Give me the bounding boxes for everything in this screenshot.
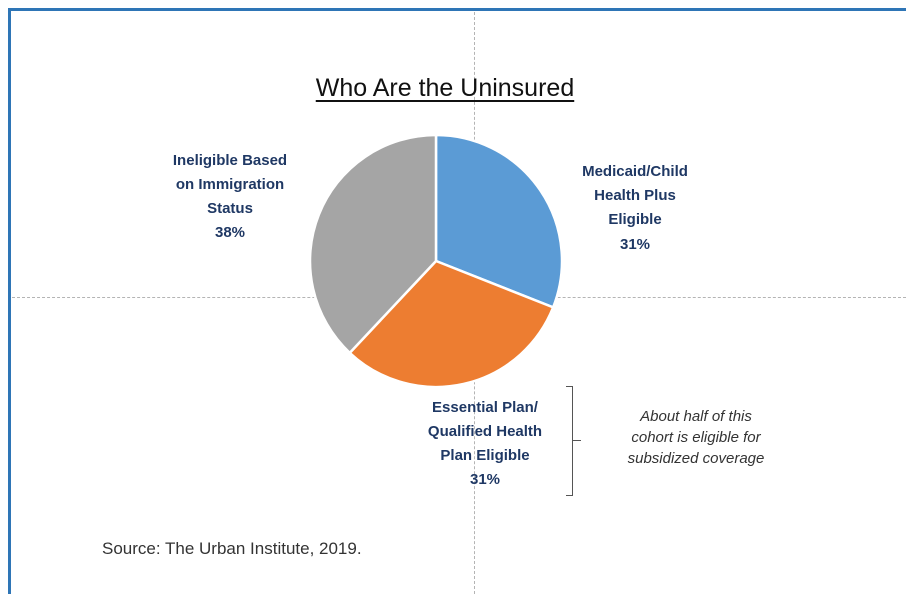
slice-value-medicaid: 31%	[619, 236, 651, 253]
chart-title: Who Are the Uninsured	[315, 74, 575, 102]
slice-value-immigration: 38%	[214, 224, 246, 241]
frame-top-border	[8, 8, 906, 11]
pie-slice-medicaid	[434, 133, 564, 310]
slice-value-essential-plan: 31%	[469, 471, 501, 488]
annotation-note: About half of this cohort is eligible fo…	[627, 408, 765, 467]
slice-label-medicaid: Medicaid/Child Health Plus Eligible	[582, 163, 688, 228]
source-note: Source: The Urban Institute, 2019.	[102, 539, 362, 558]
pie-slice-immigration	[308, 133, 438, 355]
frame-left-border	[8, 8, 11, 594]
pie-slice-essential-plan	[347, 259, 555, 389]
slice-label-immigration: Ineligible Based on Immigration Status	[172, 152, 288, 217]
annotation-bracket-tick	[572, 440, 581, 441]
annotation-bracket	[566, 386, 573, 496]
slice-label-essential-plan: Essential Plan/ Qualified Health Plan El…	[427, 399, 543, 464]
